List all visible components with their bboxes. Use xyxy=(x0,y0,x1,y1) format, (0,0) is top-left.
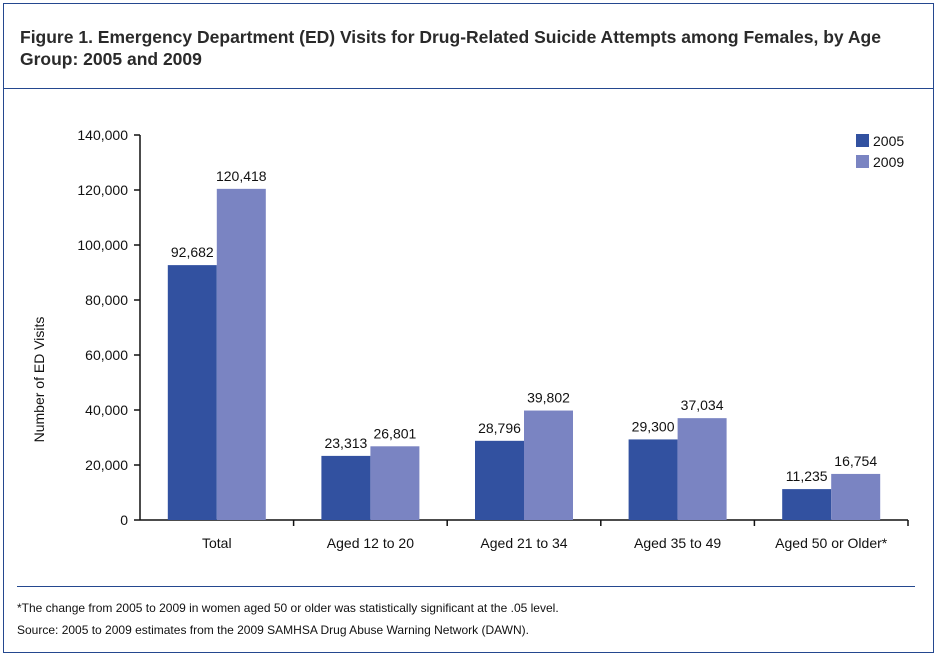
significance-footnote: *The change from 2005 to 2009 in women a… xyxy=(17,601,559,615)
data-label-2005: 92,682 xyxy=(171,244,214,260)
data-label-2009: 37,034 xyxy=(681,397,724,413)
bar-2009 xyxy=(831,473,881,520)
y-tick-label: 100,000 xyxy=(77,237,128,253)
bar-2005 xyxy=(628,439,678,520)
y-axis-title: Number of ED Visits xyxy=(31,317,47,443)
y-tick-label: 0 xyxy=(120,512,128,528)
footnote-divider xyxy=(17,586,915,587)
bar-2005 xyxy=(475,440,524,520)
bar-2005 xyxy=(321,455,371,520)
data-label-2005: 23,313 xyxy=(324,435,367,451)
x-category-label: Aged 21 to 34 xyxy=(480,535,567,551)
data-label-2009: 16,754 xyxy=(834,453,877,469)
bar-2009 xyxy=(370,446,420,520)
data-label-2009: 26,801 xyxy=(373,425,416,441)
bar-2005 xyxy=(782,489,832,520)
y-tick-label: 40,000 xyxy=(85,402,128,418)
legend-label-2005: 2005 xyxy=(873,133,904,149)
data-label-2009: 120,418 xyxy=(216,168,267,184)
figure-title: Figure 1. Emergency Department (ED) Visi… xyxy=(20,27,881,69)
legend-label-2009: 2009 xyxy=(873,154,904,170)
bar-2009 xyxy=(216,188,266,520)
legend-swatch-2009 xyxy=(856,155,869,168)
x-category-label: Total xyxy=(202,535,232,551)
y-tick-label: 80,000 xyxy=(85,292,128,308)
x-category-label: Aged 12 to 20 xyxy=(327,535,414,551)
data-label-2005: 29,300 xyxy=(632,418,675,434)
bar-2009 xyxy=(677,418,727,520)
y-tick-label: 20,000 xyxy=(85,457,128,473)
legend-swatch-2005 xyxy=(856,134,869,147)
y-tick-label: 60,000 xyxy=(85,347,128,363)
data-label-2005: 28,796 xyxy=(478,420,521,436)
data-label-2005: 11,235 xyxy=(786,468,828,484)
x-category-label: Aged 35 to 49 xyxy=(634,535,721,551)
bar-2005 xyxy=(167,265,217,520)
y-tick-label: 140,000 xyxy=(77,127,128,143)
y-tick-label: 120,000 xyxy=(77,182,128,198)
bar-2009 xyxy=(524,410,573,520)
figure-frame: Figure 1. Emergency Department (ED) Visi… xyxy=(3,3,934,653)
data-label-2009: 39,802 xyxy=(527,390,570,406)
x-category-label: Aged 50 or Older* xyxy=(775,535,888,551)
source-note: Source: 2005 to 2009 estimates from the … xyxy=(17,623,530,637)
title-band: Figure 1. Emergency Department (ED) Visi… xyxy=(4,4,933,89)
